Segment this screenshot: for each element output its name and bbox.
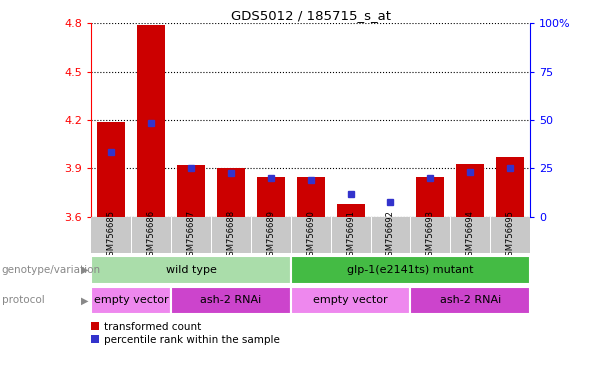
Text: GSM756695: GSM756695 <box>505 210 515 261</box>
Text: ash-2 RNAi: ash-2 RNAi <box>200 295 262 306</box>
Text: genotype/variation: genotype/variation <box>2 265 101 275</box>
Bar <box>456 164 484 217</box>
Bar <box>91 256 291 284</box>
Bar <box>416 177 444 217</box>
Bar <box>411 286 530 314</box>
Text: GSM756692: GSM756692 <box>386 210 395 261</box>
Text: GSM756689: GSM756689 <box>266 210 275 261</box>
Text: protocol: protocol <box>2 295 45 306</box>
Bar <box>337 204 365 217</box>
Text: GSM756694: GSM756694 <box>466 210 475 261</box>
Bar <box>257 177 284 217</box>
Text: GSM756687: GSM756687 <box>187 210 196 261</box>
Text: empty vector: empty vector <box>94 295 168 306</box>
Text: wild type: wild type <box>166 265 217 275</box>
Text: ash-2 RNAi: ash-2 RNAi <box>439 295 501 306</box>
Bar <box>137 25 165 217</box>
Text: GSM756691: GSM756691 <box>346 210 355 261</box>
Text: GSM756690: GSM756690 <box>306 210 315 261</box>
Text: GSM756685: GSM756685 <box>107 210 116 261</box>
Legend: transformed count, percentile rank within the sample: transformed count, percentile rank withi… <box>91 322 280 344</box>
Text: ▶: ▶ <box>81 265 88 275</box>
Text: glp-1(e2141ts) mutant: glp-1(e2141ts) mutant <box>347 265 474 275</box>
Bar <box>291 256 530 284</box>
Bar <box>171 286 291 314</box>
Text: GSM756688: GSM756688 <box>226 210 236 261</box>
Title: GDS5012 / 185715_s_at: GDS5012 / 185715_s_at <box>231 9 391 22</box>
Text: ▶: ▶ <box>81 295 88 306</box>
Text: GSM756686: GSM756686 <box>147 210 155 261</box>
Text: GSM756693: GSM756693 <box>426 210 435 261</box>
Bar <box>177 165 205 217</box>
Bar <box>97 122 125 217</box>
Bar <box>91 286 171 314</box>
Bar <box>217 169 245 217</box>
Bar <box>291 286 411 314</box>
Bar <box>496 157 524 217</box>
Text: empty vector: empty vector <box>313 295 388 306</box>
Bar <box>297 177 325 217</box>
